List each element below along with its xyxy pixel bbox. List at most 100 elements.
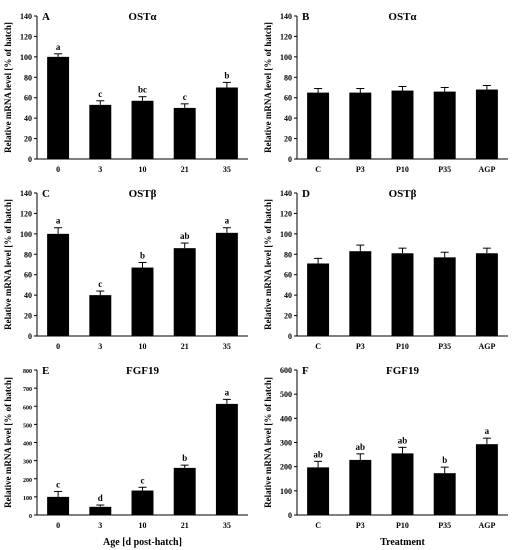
significance-label: c [141,475,145,485]
y-tick-label: 600 [280,366,292,375]
x-tick-label: 35 [223,342,231,351]
y-tick-label: 120 [280,209,292,218]
y-tick-label: 80 [284,250,292,259]
y-tick-label: 0 [28,155,32,164]
bar [433,473,456,515]
bar [307,92,330,159]
y-tick-label: 0 [288,332,292,341]
bar [391,253,414,336]
x-tick-label: 21 [181,521,189,530]
panel-title: OSTβ [389,188,417,200]
panel-letter: D [302,188,310,200]
y-tick-label: 500 [280,390,292,399]
bar [433,257,456,336]
y-tick-label: 80 [284,73,292,82]
x-tick-label: 0 [56,165,60,174]
y-tick-label: 140 [280,12,292,21]
y-tick-label: 100 [20,53,32,62]
bar [131,100,154,159]
bar [349,92,372,159]
y-tick-label: 40 [284,114,292,123]
y-tick-label: 100 [20,230,32,239]
panel-title: FGF19 [126,365,159,377]
y-tick-label: 40 [24,291,32,300]
panel-title: FGF19 [386,365,419,377]
y-tick-label: 800 [23,369,32,375]
y-axis-label: Relative mRNA level [% of hatch] [3,199,13,330]
y-tick-label: 400 [280,414,292,423]
y-tick-label: 20 [284,312,292,321]
y-tick-label: 60 [284,94,292,103]
panel-letter: B [302,11,310,23]
x-tick-label: 21 [181,342,189,351]
y-axis-label: Relative mRNA level [% of hatch] [3,22,13,153]
bar [391,90,414,159]
y-tick-label: 120 [20,209,32,218]
y-tick-label: 20 [24,312,32,321]
y-axis-label: Relative mRNA level [% of hatch] [263,377,273,508]
y-tick-label: 300 [23,460,32,466]
panel-title: OSTα [128,11,157,23]
x-tick-label: C [315,165,321,174]
significance-label: ab [398,435,408,445]
x-tick-label: AGP [478,521,495,530]
panel-letter: A [42,11,50,23]
bar [131,490,154,515]
bar [391,453,414,515]
significance-label: b [224,70,229,80]
y-tick-label: 80 [24,73,32,82]
y-tick-label: 0 [288,511,292,520]
bar [215,87,238,159]
bar [173,107,196,159]
x-tick-label: C [315,342,321,351]
bar [433,91,456,159]
y-tick-label: 100 [280,487,292,496]
y-tick-label: 60 [24,94,32,103]
x-tick-label: 0 [56,342,60,351]
x-tick-label: 3 [98,521,102,530]
x-tick-label: 10 [139,521,147,530]
bar [475,253,498,336]
panel-letter: C [42,188,50,200]
panel-letter: F [302,365,309,377]
bar [307,263,330,336]
bar [475,444,498,515]
y-tick-label: 20 [24,135,32,144]
significance-label: a [56,216,61,226]
y-tick-label: 80 [24,250,32,259]
x-axis-label: Treatment [380,537,425,548]
y-tick-label: 0 [29,514,32,520]
significance-label: b [442,455,447,465]
panel-title: OSTβ [129,188,157,200]
bar [307,467,330,515]
significance-label: ab [356,442,366,452]
y-tick-label: 120 [20,32,32,41]
x-tick-label: 0 [56,521,60,530]
bar [349,459,372,515]
bar [215,232,238,336]
y-tick-label: 140 [20,12,32,21]
y-tick-label: 300 [280,439,292,448]
significance-label: b [182,453,187,463]
x-axis-label: Age [d post-hatch] [103,537,182,548]
bar [89,104,112,159]
x-tick-label: P35 [438,165,451,174]
y-tick-label: 200 [23,478,32,484]
bar [349,251,372,336]
y-tick-label: 140 [280,189,292,198]
significance-label: a [225,216,230,226]
x-tick-label: AGP [478,342,495,351]
significance-label: c [98,279,102,289]
significance-label: a [225,387,230,397]
y-tick-label: 140 [20,189,32,198]
x-tick-label: C [315,521,321,530]
x-tick-label: 3 [98,342,102,351]
y-tick-label: 100 [23,496,32,502]
x-tick-label: P10 [396,342,409,351]
bar [215,403,238,515]
x-tick-label: P3 [356,342,365,351]
significance-label: bc [138,85,147,95]
x-tick-label: P35 [438,342,451,351]
significance-label: b [140,250,145,260]
